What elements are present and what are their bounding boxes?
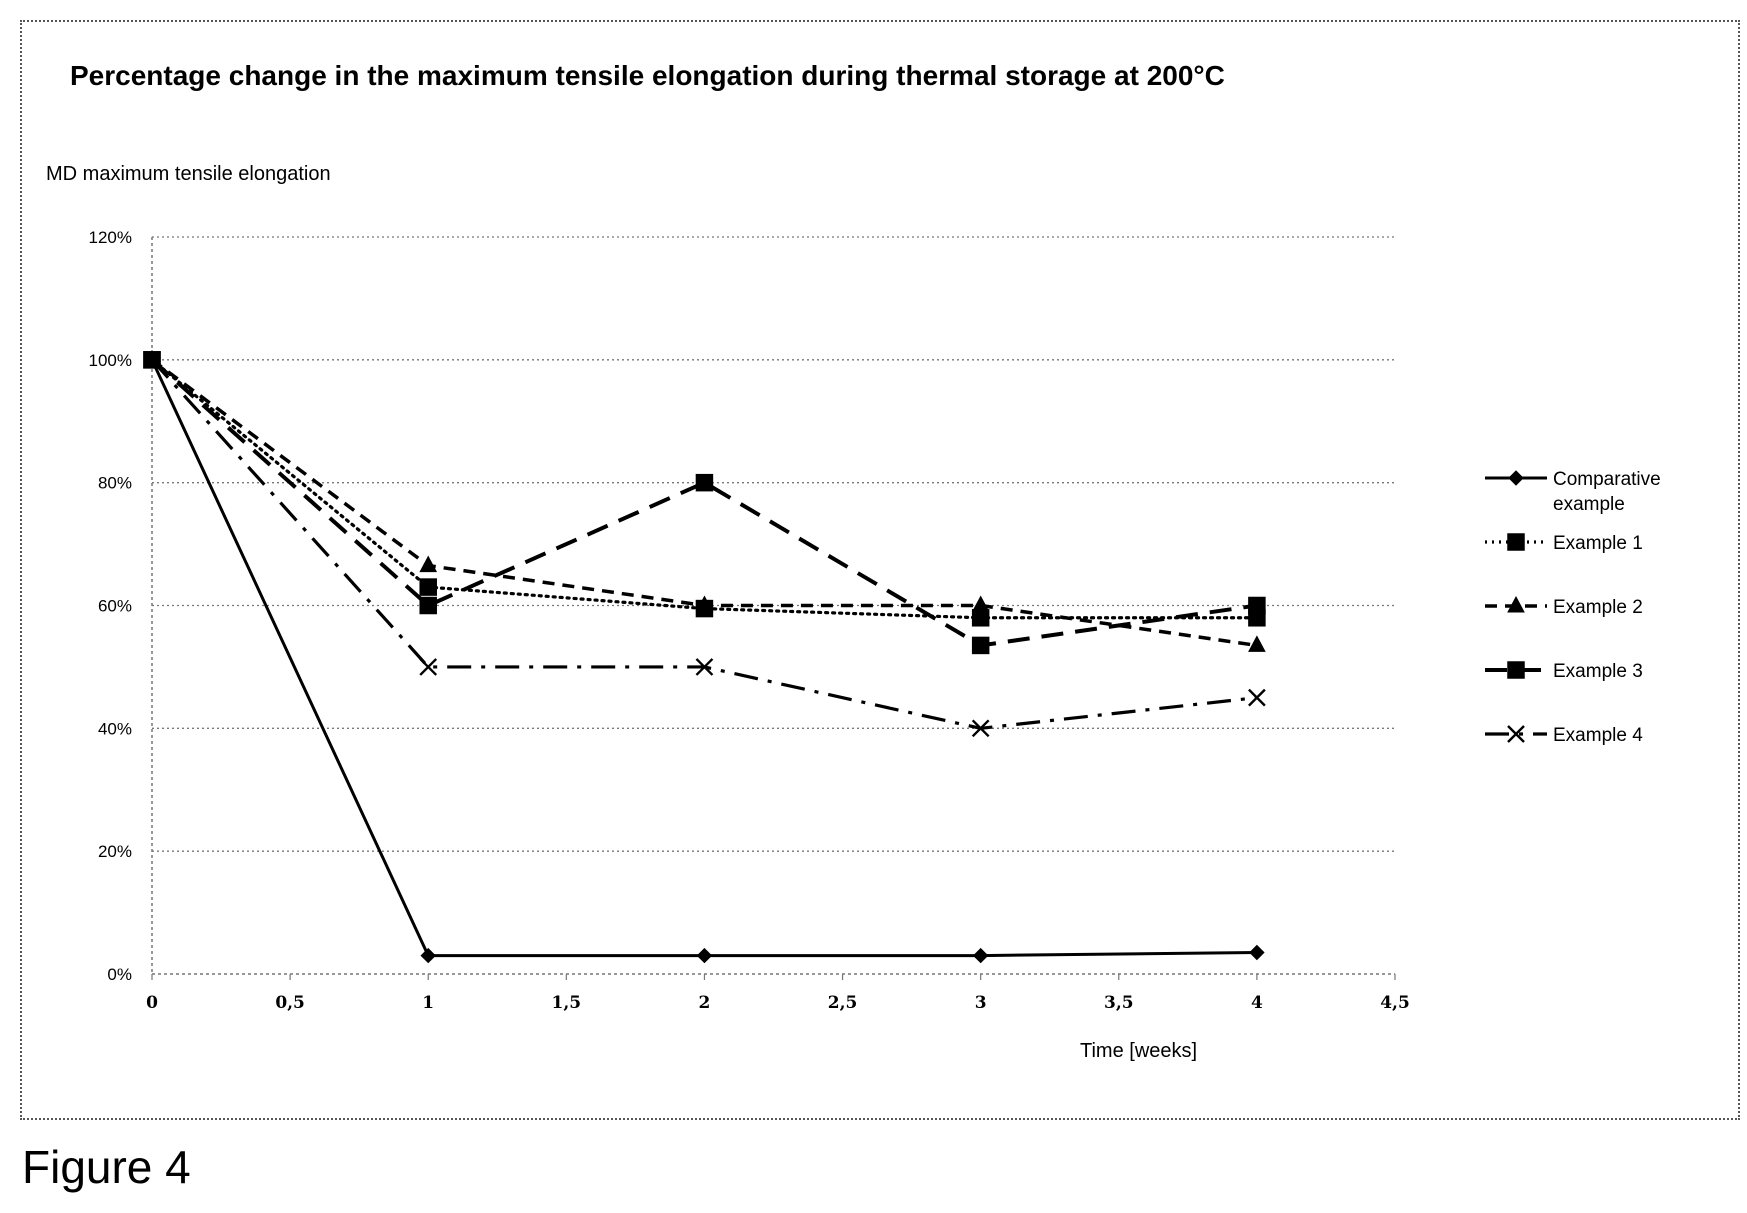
x-tick-label: 4,5: [1380, 993, 1410, 1013]
y-axis-label: MD maximum tensile elongation: [46, 163, 331, 185]
series-line-1: [150, 359, 1257, 958]
x-tick-label: 4: [1251, 993, 1263, 1013]
y-tick-label: 100%: [89, 351, 132, 370]
legend-marker-1: [1508, 470, 1524, 486]
x-tick-label: 0: [146, 993, 158, 1013]
chart-title: Percentage change in the maximum tensile…: [70, 60, 1225, 91]
data-point-series-3: [419, 555, 438, 573]
y-tick-label: 0%: [107, 965, 132, 984]
data-point-series-4: [971, 636, 990, 655]
x-tick-label: 2: [699, 993, 711, 1013]
data-point-series-4: [1248, 596, 1266, 615]
cross-stroke: [1248, 688, 1266, 707]
data-point-series-5: [419, 658, 438, 676]
series-line-4: [150, 358, 1258, 648]
cross-stroke: [1507, 725, 1525, 743]
y-tick-label: 80%: [98, 474, 132, 493]
figure-caption: Figure 4: [22, 1141, 191, 1193]
data-point-series-5: [143, 350, 161, 369]
legend-marker-2: [1507, 533, 1525, 551]
x-tick-label: 3: [975, 993, 987, 1013]
data-point-series-3: [1248, 635, 1266, 652]
y-tick-label: 60%: [98, 597, 132, 616]
chart-frame: [20, 20, 1740, 1120]
cross-stroke: [419, 658, 438, 676]
data-point-series-4: [695, 473, 714, 492]
data-point-series-3: [971, 595, 990, 612]
data-point-series-2: [419, 578, 437, 596]
data-point-series-2: [971, 609, 990, 627]
data-point-series-1: [1249, 944, 1265, 961]
cross-stroke: [695, 658, 714, 676]
legend-label-1: Comparative example: [1553, 469, 1661, 515]
cross-stroke: [971, 719, 990, 738]
data-point-series-1: [972, 947, 989, 964]
cross-stroke: [143, 350, 161, 369]
x-tick-label: 1,5: [552, 993, 582, 1013]
data-point-series-5: [1248, 688, 1266, 707]
legend-label-5: Example 4: [1553, 725, 1643, 746]
x-tick-label: 3,5: [1104, 993, 1134, 1013]
data-point-series-1: [696, 947, 713, 964]
legend-label-2: Example 1: [1553, 533, 1643, 554]
x-axis-label: Time [weeks]: [1080, 1040, 1197, 1062]
x-tick-label: 0,5: [275, 993, 305, 1013]
y-tick-label: 40%: [98, 719, 132, 738]
legend-label-3: Example 2: [1553, 597, 1643, 618]
data-point-series-3: [695, 595, 714, 612]
legend-marker-4: [1507, 661, 1525, 679]
data-point-series-1: [420, 947, 436, 964]
data-point-series-4: [419, 596, 437, 615]
legend-label-4: Example 3: [1553, 661, 1643, 682]
x-tick-label: 1: [422, 993, 434, 1013]
legend-marker-3: [1507, 595, 1525, 613]
series-line-5: [150, 358, 1258, 730]
series-line-2: [150, 358, 1259, 620]
x-tick-label: 2,5: [828, 993, 858, 1013]
data-point-series-5: [971, 719, 990, 738]
data-point-series-5: [695, 658, 714, 676]
y-tick-label: 20%: [98, 842, 132, 861]
legend-marker-5: [1507, 725, 1525, 743]
y-tick-label: 120%: [89, 228, 132, 247]
